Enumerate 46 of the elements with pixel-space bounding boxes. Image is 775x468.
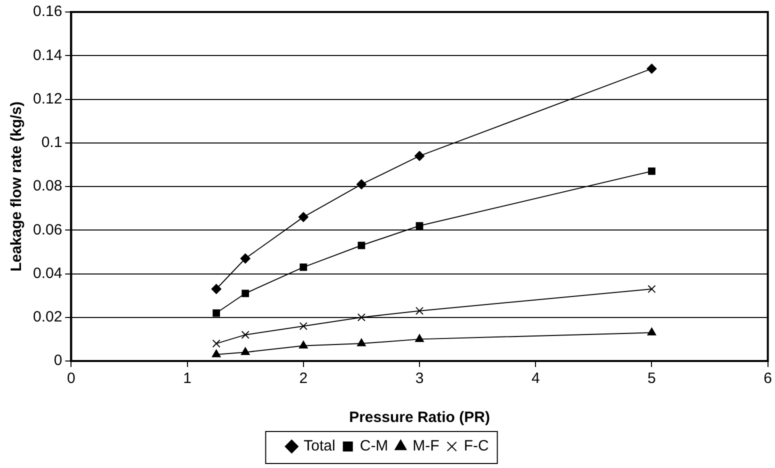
x-tick-label: 3 (415, 370, 424, 388)
y-tick-label: 0.02 (32, 308, 62, 326)
point (357, 313, 366, 322)
x-tick-label: 0 (67, 370, 76, 388)
y-tick-label: 0.16 (32, 3, 62, 20)
y-tick-label: 0.1 (41, 134, 62, 152)
point (241, 330, 250, 339)
point (212, 309, 220, 317)
legend-label: C-M (360, 438, 388, 455)
legend-label: M-F (412, 438, 440, 455)
x-axis-title: Pressure Ratio (PR) (349, 409, 490, 426)
point (242, 290, 250, 298)
point (357, 338, 366, 346)
y-tick-label: 0.08 (32, 178, 62, 195)
legend-label: Total (304, 438, 336, 455)
point (212, 340, 220, 348)
y-tick-label: 0.12 (32, 90, 62, 108)
point (212, 349, 221, 358)
y-tick-label: 0 (54, 352, 62, 370)
y-axis-title: Leakage flow rate (kg/s) (8, 101, 26, 272)
y-tick-label: 0.06 (32, 221, 62, 238)
point (647, 328, 656, 336)
x-tick-label: 4 (531, 370, 540, 388)
point (646, 64, 657, 74)
x-tick-label: 6 (764, 370, 772, 388)
point (648, 284, 656, 294)
x-tick-label: 5 (648, 370, 656, 388)
point (415, 306, 424, 315)
y-tick-label: 0.14 (32, 46, 62, 64)
point (298, 212, 308, 222)
point (240, 253, 250, 264)
point (299, 340, 308, 348)
point (416, 222, 424, 230)
point (414, 150, 425, 161)
point (356, 179, 366, 190)
point (300, 264, 308, 271)
point (415, 334, 424, 342)
point (358, 242, 366, 250)
x-tick-label: 2 (299, 370, 308, 388)
x-tick-label: 1 (183, 370, 192, 388)
point (211, 284, 222, 294)
point (648, 168, 656, 175)
y-tick-label: 0.04 (32, 264, 62, 282)
point (299, 322, 308, 330)
point (240, 347, 250, 356)
legend-label: F-C (464, 438, 489, 455)
